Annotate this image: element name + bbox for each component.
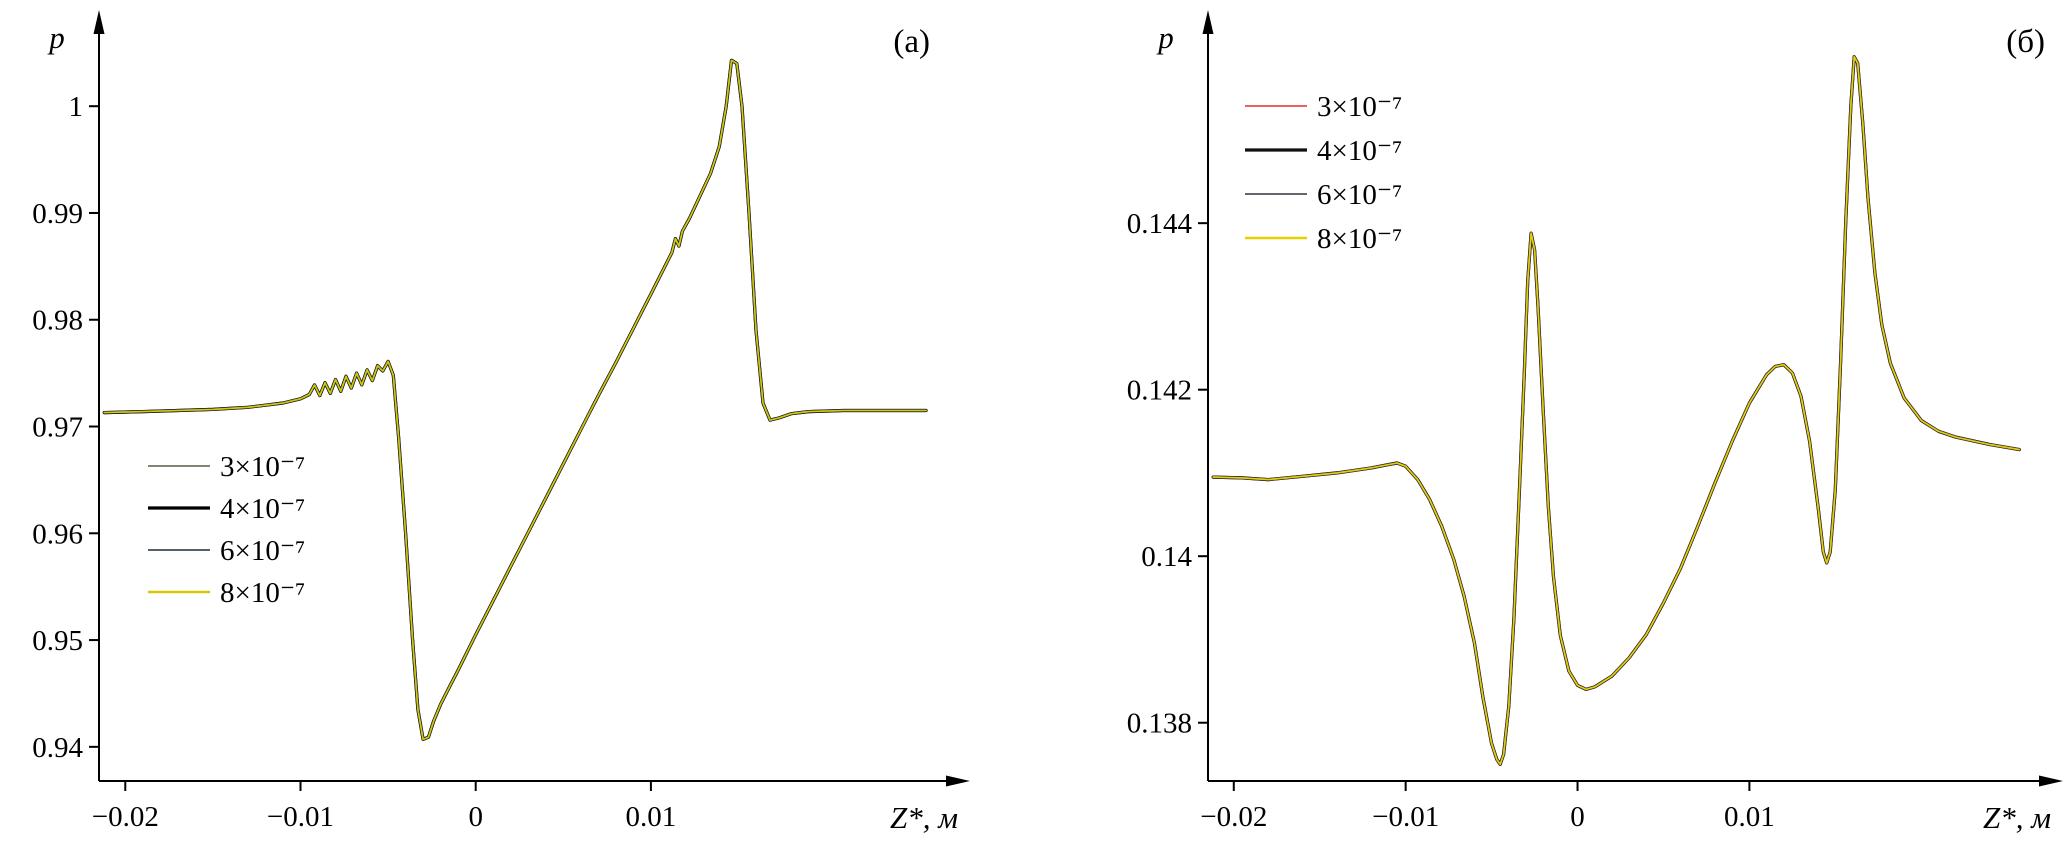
x-tick-label-1: −0.01 [1372, 801, 1439, 833]
y-axis-arrow-icon [1202, 10, 1214, 34]
x-tick-label-3: 0.01 [1724, 801, 1775, 833]
x-tick-label-2: 0 [468, 801, 483, 833]
x-axis-title: Z*, м [890, 800, 958, 835]
legend-label-0: 3×10⁻⁷ [220, 451, 305, 483]
y-tick-label-1: 0.99 [32, 198, 83, 230]
legend-label-2: 6×10⁻⁷ [1317, 179, 1402, 211]
y-axis-arrow-icon [93, 10, 105, 34]
x-tick-label-1: −0.01 [267, 801, 334, 833]
legend-label-3: 8×10⁻⁷ [1317, 223, 1402, 255]
y-tick-label-3: 0.138 [1127, 708, 1192, 740]
legend-label-0: 3×10⁻⁷ [1317, 91, 1402, 123]
x-axis-arrow-icon [2039, 775, 2063, 787]
y-axis-title: p [47, 20, 65, 55]
y-axis-title: p [1156, 20, 1174, 55]
y-tick-label-2: 0.14 [1141, 541, 1192, 573]
legend-label-1: 4×10⁻⁷ [1317, 135, 1402, 167]
y-tick-label-4: 0.96 [32, 518, 83, 550]
series-line-3 [103, 59, 927, 741]
panel-a-plot: −0.02 −0.01 0 0.01 1 0.99 0.98 0.97 0.96 0.95 0.94… [32, 10, 970, 835]
panel-b-plot: −0.02 −0.01 0 0.01 0.144 0.142 0.14 0.138 p Z*, м… [1127, 10, 2063, 835]
legend-label-1: 4×10⁻⁷ [220, 493, 305, 525]
x-tick-label-3: 0.01 [626, 801, 677, 833]
y-tick-label-2: 0.98 [32, 305, 83, 337]
legend-label-3: 8×10⁻⁷ [220, 577, 305, 609]
y-tick-label-0: 1 [69, 91, 84, 123]
series-line-1 [102, 58, 928, 741]
series-line-3 [1212, 55, 2021, 766]
series-line-0 [102, 58, 928, 741]
x-axis-arrow-icon [946, 775, 970, 787]
x-tick-label-0: −0.02 [92, 801, 159, 833]
legend-label-2: 6×10⁻⁷ [220, 535, 305, 567]
y-tick-label-3: 0.97 [32, 412, 83, 444]
panel-tag: (а) [893, 24, 930, 60]
y-tick-label-5: 0.95 [32, 625, 83, 657]
y-tick-label-1: 0.142 [1127, 375, 1192, 407]
x-tick-label-2: 0 [1570, 801, 1585, 833]
y-tick-label-6: 0.94 [32, 732, 83, 764]
x-axis-title: Z*, м [1983, 800, 2051, 835]
panel-tag: (б) [2006, 24, 2045, 60]
x-tick-label-0: −0.02 [1200, 801, 1267, 833]
y-tick-label-0: 0.144 [1127, 208, 1193, 240]
series-line-2 [103, 59, 928, 741]
